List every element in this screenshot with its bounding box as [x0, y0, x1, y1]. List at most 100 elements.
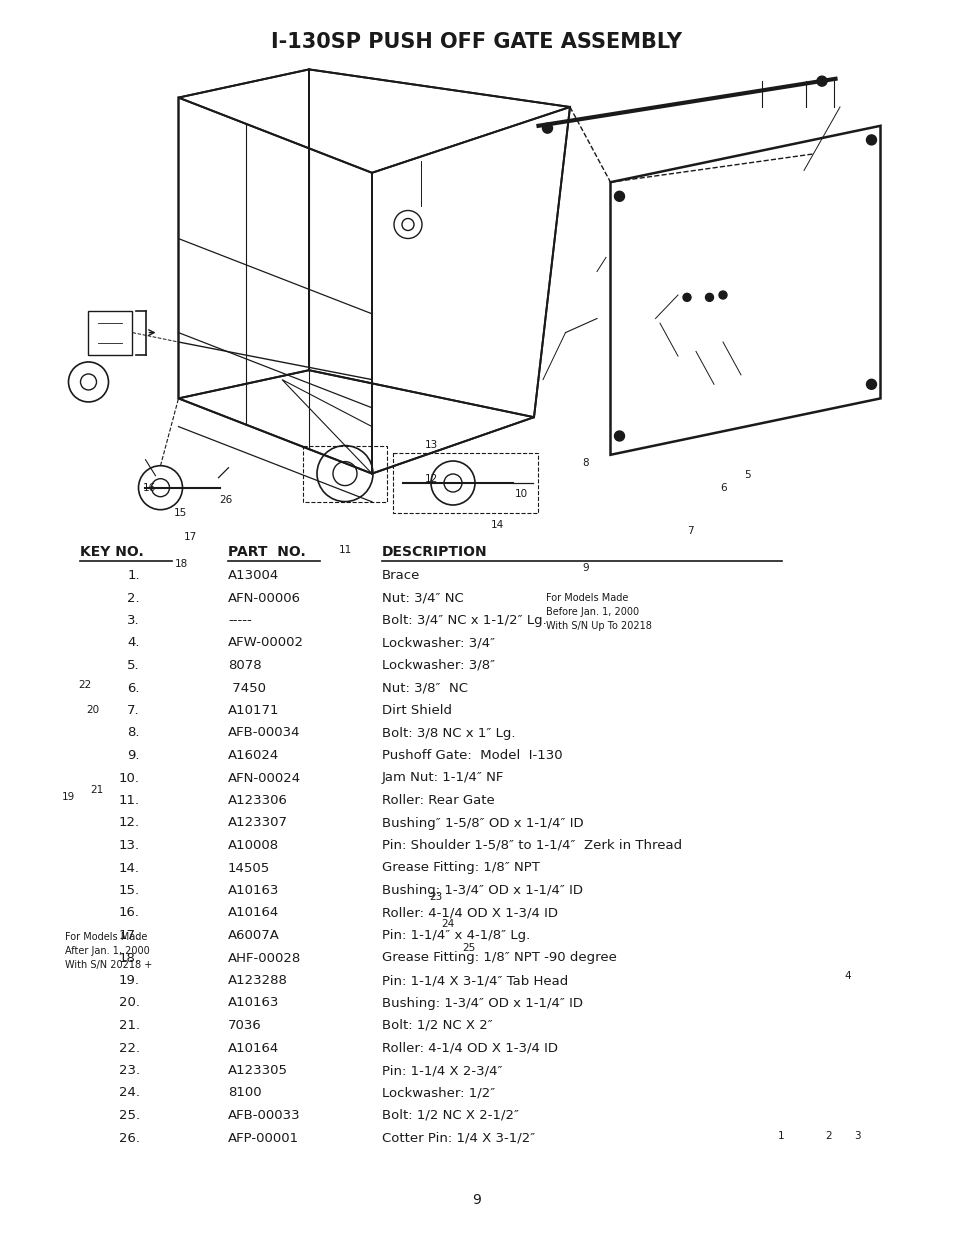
Text: A123307: A123307: [228, 816, 288, 830]
Text: 13: 13: [424, 440, 437, 450]
Text: AFW-00002: AFW-00002: [228, 636, 304, 650]
Text: 18: 18: [174, 559, 188, 569]
Text: Bushing″ 1-5/8″ OD x 1-1/4″ ID: Bushing″ 1-5/8″ OD x 1-1/4″ ID: [381, 816, 583, 830]
Text: 18.: 18.: [119, 951, 140, 965]
Text: KEY NO.: KEY NO.: [80, 545, 144, 559]
Text: 2.: 2.: [128, 592, 140, 604]
Text: For Models Made: For Models Made: [65, 932, 147, 942]
Text: AFB-00034: AFB-00034: [228, 726, 300, 740]
Text: A10008: A10008: [228, 839, 279, 852]
Text: 26.: 26.: [119, 1131, 140, 1145]
Text: 10.: 10.: [119, 772, 140, 784]
Text: 12.: 12.: [119, 816, 140, 830]
Text: Lockwasher: 1/2″: Lockwasher: 1/2″: [381, 1087, 495, 1099]
Text: Cotter Pin: 1/4 X 3-1/2″: Cotter Pin: 1/4 X 3-1/2″: [381, 1131, 535, 1145]
Text: 24: 24: [441, 919, 455, 929]
Text: 7: 7: [686, 526, 693, 536]
Text: Jam Nut: 1-1/4″ NF: Jam Nut: 1-1/4″ NF: [381, 772, 504, 784]
Text: A123306: A123306: [228, 794, 288, 806]
Text: A6007A: A6007A: [228, 929, 279, 942]
Text: 9: 9: [581, 563, 588, 573]
Text: I-130SP PUSH OFF GATE ASSEMBLY: I-130SP PUSH OFF GATE ASSEMBLY: [272, 32, 681, 52]
Text: 22: 22: [78, 680, 91, 690]
Text: Roller: 4-1/4 OD X 1-3/4 ID: Roller: 4-1/4 OD X 1-3/4 ID: [381, 906, 558, 920]
Text: A123305: A123305: [228, 1065, 288, 1077]
Circle shape: [719, 291, 726, 299]
Text: Bolt: 3/4″ NC x 1-1/2″ Lg.: Bolt: 3/4″ NC x 1-1/2″ Lg.: [381, 614, 546, 627]
Text: Pin: Shoulder 1-5/8″ to 1-1/4″  Zerk in Thread: Pin: Shoulder 1-5/8″ to 1-1/4″ Zerk in T…: [381, 839, 681, 852]
Text: 5.: 5.: [128, 659, 140, 672]
Text: AHF-00028: AHF-00028: [228, 951, 301, 965]
Text: Before Jan. 1, 2000: Before Jan. 1, 2000: [545, 606, 639, 616]
Text: Dirt Shield: Dirt Shield: [381, 704, 452, 718]
Text: 1: 1: [777, 1131, 783, 1141]
Text: 14505: 14505: [228, 862, 270, 874]
Text: Grease Fitting: 1/8″ NPT -90 degree: Grease Fitting: 1/8″ NPT -90 degree: [381, 951, 617, 965]
Text: 3: 3: [853, 1131, 860, 1141]
Text: 6: 6: [720, 483, 726, 493]
Text: 20: 20: [86, 705, 99, 715]
Text: Bushing: 1-3/4″ OD x 1-1/4″ ID: Bushing: 1-3/4″ OD x 1-1/4″ ID: [381, 884, 582, 897]
Text: 8: 8: [581, 458, 588, 468]
Text: 16.: 16.: [119, 906, 140, 920]
Text: 5: 5: [743, 471, 750, 480]
Text: A10164: A10164: [228, 906, 279, 920]
Text: Bolt: 3/8 NC x 1″ Lg.: Bolt: 3/8 NC x 1″ Lg.: [381, 726, 515, 740]
Text: With S/N 20218 +: With S/N 20218 +: [65, 961, 152, 971]
Text: Brace: Brace: [381, 569, 420, 582]
Text: 17.: 17.: [119, 929, 140, 942]
Text: Bolt: 1/2 NC X 2″: Bolt: 1/2 NC X 2″: [381, 1019, 493, 1032]
Circle shape: [542, 124, 552, 133]
Text: Pin: 1-1/4″ x 4-1/8″ Lg.: Pin: 1-1/4″ x 4-1/8″ Lg.: [381, 929, 530, 942]
Text: DESCRIPTION: DESCRIPTION: [381, 545, 487, 559]
Text: PART  NO.: PART NO.: [228, 545, 305, 559]
Text: 24.: 24.: [119, 1087, 140, 1099]
Text: Roller: Rear Gate: Roller: Rear Gate: [381, 794, 495, 806]
Text: A123288: A123288: [228, 974, 288, 987]
Text: 8100: 8100: [228, 1087, 261, 1099]
Text: 11.: 11.: [119, 794, 140, 806]
Text: 8078: 8078: [228, 659, 261, 672]
Text: 14.: 14.: [119, 862, 140, 874]
Text: 9.: 9.: [128, 748, 140, 762]
Text: 11: 11: [338, 545, 352, 555]
Text: For Models Made: For Models Made: [545, 593, 627, 603]
Text: 10: 10: [515, 489, 528, 499]
Text: 6.: 6.: [128, 682, 140, 694]
Circle shape: [865, 135, 876, 144]
Text: 21: 21: [91, 785, 104, 795]
Text: Roller: 4-1/4 OD X 1-3/4 ID: Roller: 4-1/4 OD X 1-3/4 ID: [381, 1041, 558, 1055]
Text: 4: 4: [843, 971, 850, 981]
Text: After Jan. 1, 2000: After Jan. 1, 2000: [65, 946, 150, 956]
Text: Pin: 1-1/4 X 2-3/4″: Pin: 1-1/4 X 2-3/4″: [381, 1065, 502, 1077]
Text: 12: 12: [424, 474, 437, 484]
Text: Bushing: 1-3/4″ OD x 1-1/4″ ID: Bushing: 1-3/4″ OD x 1-1/4″ ID: [381, 997, 582, 1009]
Text: A10163: A10163: [228, 884, 279, 897]
Text: 23.: 23.: [119, 1065, 140, 1077]
Text: 15.: 15.: [119, 884, 140, 897]
Circle shape: [682, 294, 690, 301]
Text: 7450: 7450: [228, 682, 266, 694]
Text: A10163: A10163: [228, 997, 279, 1009]
Text: A13004: A13004: [228, 569, 279, 582]
Text: Pin: 1-1/4 X 3-1/4″ Tab Head: Pin: 1-1/4 X 3-1/4″ Tab Head: [381, 974, 568, 987]
Text: 15: 15: [173, 508, 187, 517]
Text: 25.: 25.: [119, 1109, 140, 1123]
Text: Lockwasher: 3/8″: Lockwasher: 3/8″: [381, 659, 495, 672]
Circle shape: [705, 294, 713, 301]
Text: A10164: A10164: [228, 1041, 279, 1055]
Circle shape: [865, 379, 876, 389]
Circle shape: [614, 431, 624, 441]
Text: AFB-00033: AFB-00033: [228, 1109, 300, 1123]
Text: 4.: 4.: [128, 636, 140, 650]
Text: 19: 19: [62, 792, 75, 802]
Circle shape: [614, 191, 624, 201]
Text: Pushoff Gate:  Model  I-130: Pushoff Gate: Model I-130: [381, 748, 562, 762]
Text: 7.: 7.: [128, 704, 140, 718]
Text: AFN-00024: AFN-00024: [228, 772, 301, 784]
Text: 3.: 3.: [128, 614, 140, 627]
Text: Grease Fitting: 1/8″ NPT: Grease Fitting: 1/8″ NPT: [381, 862, 539, 874]
Text: 17: 17: [184, 532, 197, 542]
Text: AFN-00006: AFN-00006: [228, 592, 301, 604]
Circle shape: [816, 77, 826, 86]
